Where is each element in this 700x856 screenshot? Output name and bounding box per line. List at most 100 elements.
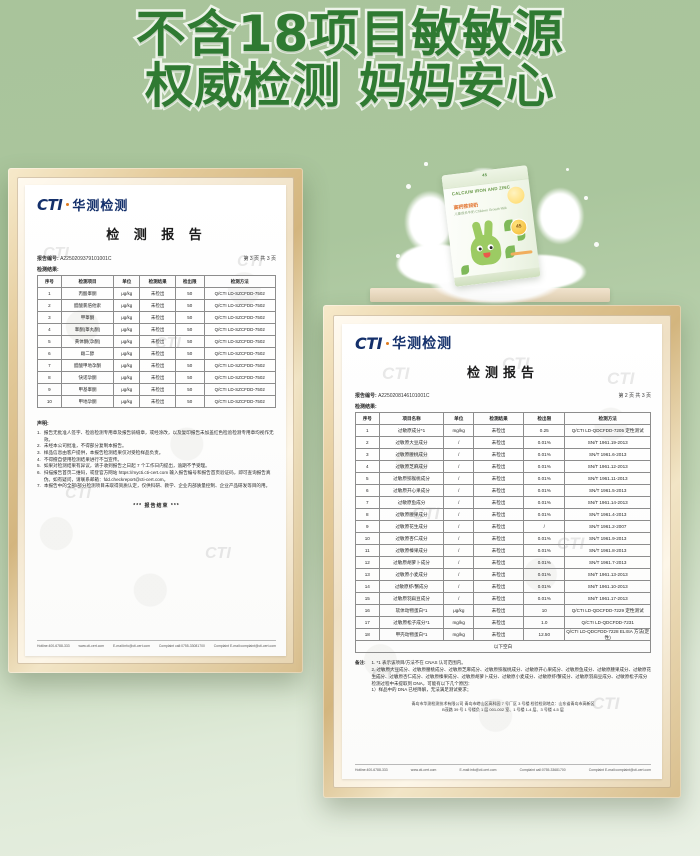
table-cell: SN/T 1961.12-2013 [564, 460, 651, 473]
cti-logo-chinese: 华测检测 [72, 199, 129, 214]
table-cell: 未检出 [139, 299, 177, 312]
report-number-label: 报告编号: [37, 256, 59, 262]
declaration-item-number: 1. [37, 430, 41, 435]
table-cell: 17 [355, 616, 380, 629]
declaration-item: 7. 本报告中的全部/部分检测项目未取得资质认定，仅供科研、教学、企业内部质量控制… [37, 483, 276, 490]
table-column-header-0: 序号 [37, 275, 62, 288]
certificate-report-3[interactable]: CTI CTI CTI CTI CTI CTI 华测检测 检 测 报 告 报告编… [8, 168, 303, 673]
table-cell: 50 [175, 311, 205, 324]
milk-carton: 45 CALCIUM IRON AND ZINC 高钙铁锌奶 儿童成长牛奶 Ch… [441, 165, 541, 287]
table-cell: μg/kg [113, 311, 141, 324]
table-cell: μg/kg [113, 371, 141, 384]
certificate-report-2[interactable]: CTI CTI CTI CTI CTI CTI CTI CTI 华测检测 检测报… [323, 305, 681, 798]
table-cell: / [443, 448, 474, 461]
table-cell: 6 [355, 484, 380, 497]
table-cell: Q/CTI LD-SZCFDD-7502 [203, 347, 277, 360]
table-cell: Q/CTI LD-SZCFDD-7502 [203, 311, 277, 324]
table-cell: SN/T 1961.8-2013 [564, 544, 651, 557]
footer-contact-item[interactable]: Complaint E-mail:complaint@cti-cert.com [588, 768, 651, 772]
footer-contact-item[interactable]: Complaint call:0755-33681700 [519, 768, 566, 772]
report-number-label: 报告编号: [355, 393, 377, 399]
table-cell: 6 [37, 347, 62, 360]
table-cell: Q/CTI LD-SZCFDD-7502 [203, 287, 277, 300]
declaration-item-text: 如果对检测结果有异议，请于收到报告之日起 7 个工作日内提出，逾期不予受理。 [43, 463, 210, 469]
table-row: 10 甲地孕酮 μg/kg 未检出 50 Q/CTI LD-SZCFDD-7502 [37, 395, 277, 408]
results-section-label: 检测结果: [355, 404, 377, 410]
table-cell: Q/CTI LD-QDCFDD-7228 ELISA 方法(定性) [564, 627, 651, 642]
remark-label: 备注: [355, 660, 366, 666]
table-cell: 10 [523, 604, 566, 617]
table-row: 1 丙酸睾酮 μg/kg 未检出 50 Q/CTI LD-SZCFDD-7502 [37, 287, 277, 300]
table-cell: 0.01% [523, 508, 566, 521]
table-cell: 甲基睾酮 [60, 383, 115, 396]
remark-section: 备注: 1. *1 表示该项目/方法不在 CNAS 认可范围内。 2. 过敏原大豆… [355, 660, 651, 694]
declaration-item-number: 7. [37, 483, 41, 489]
headline-block: 不含18项目敏敏源 权威检测 妈妈安心 [0, 5, 700, 114]
table-cell: SN/T 1961.6-2013 [564, 448, 651, 461]
table-cell: 16 [355, 604, 380, 617]
table-cell: Q/CTI LD-SZCFDD-7502 [203, 323, 277, 336]
declaration-item-text: 未经本公司批准，不得部分复制本报告。 [43, 443, 127, 449]
table-cell: 过敏原虾/蟹成分 [378, 580, 445, 593]
splash-droplet [584, 196, 588, 200]
footer-contact-item[interactable]: Complaint E-mail:complaint@cti-cert.com [213, 644, 276, 648]
cti-logo-mark: CTI [355, 333, 383, 353]
table-cell: 4 [37, 323, 62, 336]
declaration-item: 2. 未经本公司批准，不得部分复制本报告。 [37, 443, 276, 450]
declaration-item-number: 6. [37, 469, 41, 475]
results-table: 序号 检测项目 单位 检测结果 检出限 检测方法 1 丙酸睾酮 μg/kg 未检出 50 Q/CTI… [37, 275, 277, 408]
certificate-paper: CTI CTI CTI CTI CTI CTI 华测检测 检 测 报 告 报告编… [25, 185, 286, 656]
declaration-title: 声明: [37, 421, 49, 427]
footer-contact-item[interactable]: E-mail:info@cti-cert.com [459, 768, 497, 772]
table-cell: 黄体酮(孕酮) [60, 335, 115, 348]
table-cell: 过敏原腰桃成分 [378, 448, 445, 461]
table-cell: 50 [175, 287, 205, 300]
table-row: 8 过敏原腰果成分 / 未检出 0.01% SN/T 1961.4-2013 [355, 508, 651, 521]
footer-contact-item[interactable]: E-mail:info@cti-cert.com [113, 644, 150, 648]
table-cell: μg/kg [113, 323, 141, 336]
table-cell: μg/kg [113, 299, 141, 312]
table-row: 16 软体动物蛋白*1 μg/kg 未检出 10 Q/CTI LD-QDCFDD-7229… [355, 604, 651, 617]
table-cell: 甲地孕酮 [60, 395, 115, 408]
table-cell: SN/T 1961.4-2013 [564, 508, 651, 521]
footer-contact-item[interactable]: www.cti-cert.com [410, 768, 437, 772]
leaf-icon [460, 265, 470, 275]
declaration-list: 1. 报告无批准人签字、检验检测专用章及报告骑缝章，或经涂改，以及复印报告未加盖红… [37, 430, 276, 490]
table-cell: 过敏原花生成分 [378, 520, 445, 533]
table-cell: 0.01% [523, 448, 566, 461]
footer-contact-item[interactable]: Hotline:400-6788-333 [355, 768, 388, 772]
table-column-header-5: 检测方法 [203, 275, 277, 288]
table-cell: 过敏原鱼成分 [378, 496, 445, 509]
table-cell: Q/CTI LD-SZCFDD-7502 [203, 371, 277, 384]
table-cell: 10 [37, 395, 62, 408]
table-cell: 未检出 [139, 347, 177, 360]
table-cell: 过敏原杏仁成分 [378, 532, 445, 545]
table-cell: Q/CTI LD-SZCFDD-7502 [203, 335, 277, 348]
table-cell: 8 [37, 371, 62, 384]
table-cell: 醋酸氯倍他索 [60, 299, 115, 312]
table-cell: / [443, 496, 474, 509]
table-cell: 2 [37, 299, 62, 312]
footer-contact-item[interactable]: Complaint call:0755-33081700 [158, 644, 205, 648]
declaration-item-text: 不得擅自使用检测结果进行不当宣传。 [43, 456, 122, 462]
headline-line-1: 不含18项目敏敏源 [133, 5, 566, 63]
table-row: 2 醋酸氯倍他索 μg/kg 未检出 50 Q/CTI LD-SZCFDD-7502 [37, 299, 277, 312]
table-cell: 10 [355, 532, 380, 545]
table-cell: 3 [355, 448, 380, 461]
table-cell: 未检出 [472, 496, 525, 509]
table-cell: SN/T 1961.19-2013 [564, 436, 651, 449]
footer-contact-item[interactable]: Hotline:400-6788-333 [37, 644, 70, 648]
cti-logo: CTI 华测检测 [355, 333, 651, 353]
declaration-item: 6. 扫描报告首页二维码，或登官方网站 https://mycti.cti-cer… [37, 470, 276, 483]
table-cell: 甲睾酮 [60, 311, 115, 324]
table-row: 18 甲壳动物蛋白*1 mg/kg 未检出 12.50 Q/CTI LD-QDCFDD-7… [355, 627, 651, 642]
table-cell: 未检出 [472, 436, 525, 449]
footer-contact-item[interactable]: www.cti-cert.com [78, 644, 105, 648]
table-cell: μg/kg [113, 395, 141, 408]
table-cell: 2 [355, 436, 380, 449]
certificate-footer: Hotline:400-6788-333 www.cti-cert.com E-ma… [37, 640, 276, 648]
report-number-value: A2250208146101001C [378, 393, 430, 399]
table-row: 7 过敏原鱼成分 / 未检出 0.01% SN/T 1961.14-2013 [355, 496, 651, 509]
table-column-header-1: 检测项目 [60, 275, 115, 288]
declaration-item: 3. 样品信息由客户提供，本报告检测结果仅对受检样品负责。 [37, 450, 276, 457]
